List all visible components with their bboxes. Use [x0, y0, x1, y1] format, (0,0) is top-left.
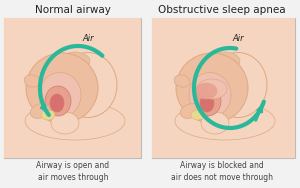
Ellipse shape: [51, 112, 79, 134]
Ellipse shape: [191, 110, 205, 120]
Ellipse shape: [50, 94, 64, 112]
FancyBboxPatch shape: [152, 18, 295, 158]
Ellipse shape: [209, 52, 267, 118]
Ellipse shape: [60, 52, 90, 70]
Ellipse shape: [210, 52, 240, 70]
Ellipse shape: [41, 110, 55, 120]
Text: Airway is open and
air moves through: Airway is open and air moves through: [36, 161, 110, 182]
Text: Normal airway: Normal airway: [35, 5, 111, 15]
Ellipse shape: [189, 73, 231, 118]
FancyBboxPatch shape: [4, 18, 141, 158]
Ellipse shape: [197, 79, 227, 99]
Text: Air: Air: [82, 34, 94, 43]
Ellipse shape: [39, 73, 81, 118]
Ellipse shape: [59, 52, 117, 118]
Ellipse shape: [195, 83, 217, 99]
Ellipse shape: [30, 104, 50, 118]
Ellipse shape: [201, 112, 229, 134]
Text: Obstructive sleep apnea: Obstructive sleep apnea: [158, 5, 286, 15]
Ellipse shape: [174, 75, 190, 87]
Ellipse shape: [176, 53, 248, 123]
Text: Airway is blocked and
air does not move through: Airway is blocked and air does not move …: [171, 161, 273, 182]
Ellipse shape: [180, 104, 200, 118]
Ellipse shape: [26, 53, 98, 123]
Ellipse shape: [175, 102, 275, 140]
FancyBboxPatch shape: [4, 18, 141, 158]
FancyBboxPatch shape: [152, 18, 295, 158]
Text: Air: Air: [232, 34, 244, 43]
Ellipse shape: [25, 102, 125, 140]
Ellipse shape: [200, 94, 214, 112]
Ellipse shape: [45, 86, 71, 116]
Ellipse shape: [195, 86, 221, 116]
Ellipse shape: [24, 75, 40, 87]
